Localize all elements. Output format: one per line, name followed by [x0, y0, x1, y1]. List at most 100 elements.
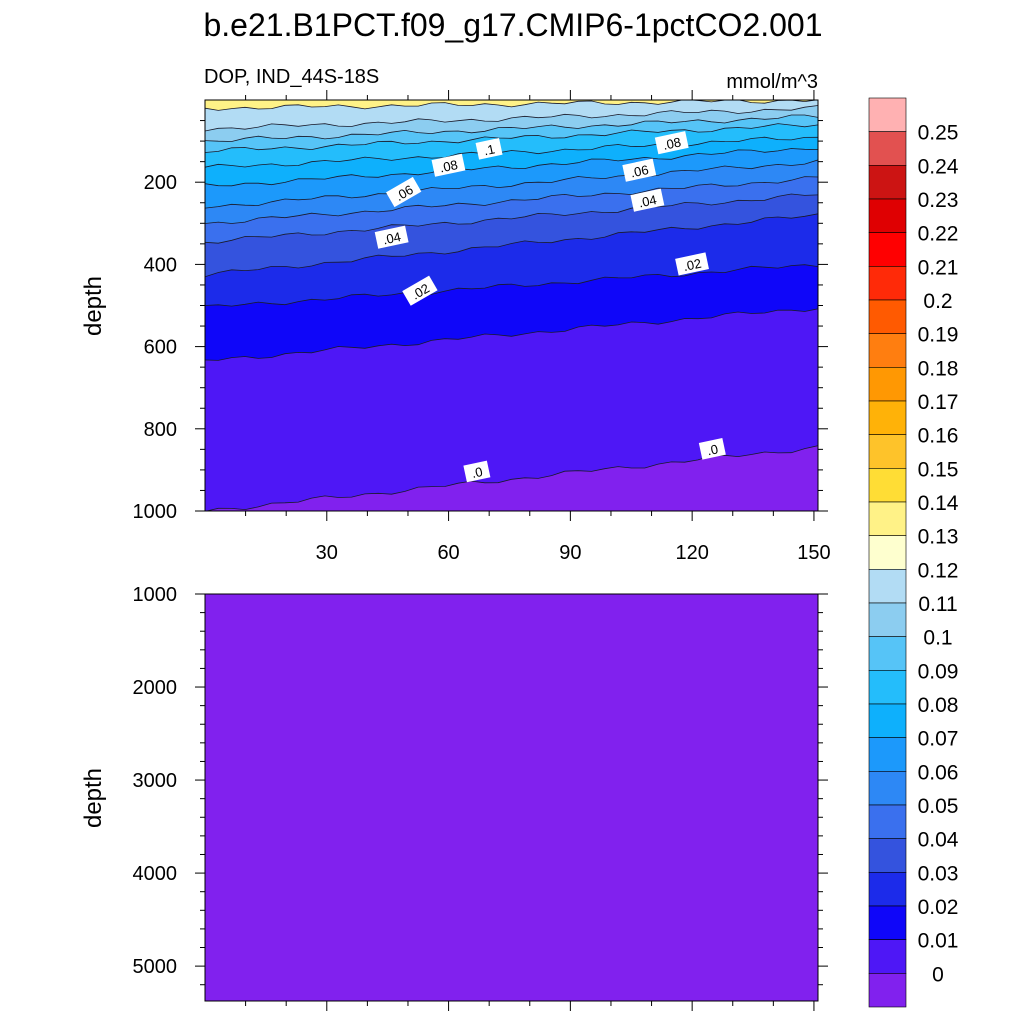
colorbar-swatch [868, 535, 907, 570]
colorbar-swatch [868, 804, 907, 839]
contour-label-text: .04 [637, 192, 658, 210]
colorbar-label: 0.05 [918, 795, 959, 818]
contour-line-0.03 [205, 213, 818, 278]
contour-label-box [630, 188, 665, 212]
y-tick-label: 2000 [133, 677, 178, 699]
colorbar-label: 0.15 [918, 458, 959, 481]
lower-x-axis [245, 1001, 815, 1011]
upper-contour-labels: .1.08.08.06.06.04.04.02.02.0.0 [374, 131, 726, 483]
lower-y-axis-title: depth [80, 768, 107, 828]
colorbar-swatch [868, 905, 907, 940]
colorbar-swatch [868, 569, 907, 604]
y-tick-label: 800 [144, 419, 177, 441]
y-tick-label: 3000 [133, 770, 178, 792]
colorbar-swatch [868, 400, 907, 435]
contour-label-box [675, 252, 709, 276]
y-tick-label: 600 [144, 337, 177, 359]
contour-label: .08 [431, 153, 466, 177]
colorbar-label: 0.17 [918, 391, 959, 414]
contour-label-text: .0 [706, 441, 720, 458]
colorbar-label: 0.09 [918, 660, 959, 683]
contour-line-0.02 [205, 264, 818, 307]
contour-label-box [374, 225, 409, 249]
lower-y-axis: 1000 2000 3000 4000 5000 [133, 584, 828, 986]
colorbar-label: 0.06 [918, 761, 959, 784]
colorbar-swatch [868, 131, 907, 166]
x-tick-label: 90 [559, 542, 581, 564]
contour-label-box [463, 460, 491, 483]
colorbar-swatch [868, 771, 907, 806]
contour-label-box [402, 275, 438, 306]
y-tick-label: 1000 [133, 501, 178, 523]
y-tick-label: 200 [144, 172, 177, 194]
upper-contour-lines [205, 100, 818, 511]
contour-label-text: .08 [438, 157, 459, 175]
x-tick-label: 120 [675, 542, 708, 564]
colorbar-label: 0.22 [918, 223, 959, 246]
colorbar-swatch [868, 367, 907, 402]
contour-line-0.07 [205, 148, 818, 187]
colorbar-label: 0.2 [923, 290, 952, 313]
contour-label-text: .0 [470, 464, 484, 481]
contour-label: .08 [654, 131, 689, 155]
colorbar-label: 0.21 [918, 256, 959, 279]
colorbar-swatch [868, 165, 907, 200]
units-label: mmol/m^3 [726, 71, 818, 93]
contour-label-box [431, 153, 466, 177]
colorbar-swatch [868, 872, 907, 907]
contour-band-0.01 [205, 308, 818, 511]
y-tick-label: 1000 [133, 584, 178, 606]
contour-label-text: .06 [629, 162, 650, 180]
colorbar-label: 0.19 [918, 324, 959, 347]
contour-label-box [622, 158, 657, 182]
colorbar-label: 0.04 [918, 829, 959, 852]
colorbar-label: 0 [932, 963, 944, 986]
colorbar-label: 0.03 [918, 862, 959, 885]
contour-line-0.06 [205, 159, 818, 209]
contour-label-text: .08 [662, 134, 683, 152]
colorbar-swatch [868, 973, 907, 1008]
contour-line-0.01 [205, 308, 818, 361]
contour-label-text: .04 [381, 229, 402, 247]
colorbar-label: 0.18 [918, 357, 959, 380]
contour-line-0.1 [205, 114, 818, 142]
contour-line-0.05 [205, 176, 818, 224]
contour-label-box [385, 176, 422, 208]
colorbar-label: 0.07 [918, 728, 959, 751]
colorbar-swatch [868, 838, 907, 873]
x-tick-label: 30 [316, 542, 338, 564]
colorbar-label: 0.24 [918, 155, 959, 178]
colorbar-label: 0.23 [918, 189, 959, 212]
colorbar-swatch [868, 602, 907, 637]
contour-label: .06 [622, 158, 657, 182]
y-tick-label: 4000 [133, 863, 178, 885]
colorbar-swatch [868, 266, 907, 301]
contour-label-text: .1 [482, 141, 496, 158]
colorbar-label: 0.12 [918, 559, 959, 582]
contour-line-0.04 [205, 193, 818, 244]
contour-label-text: .02 [682, 256, 703, 274]
y-tick-label: 5000 [133, 956, 178, 978]
contour-label-box [654, 131, 689, 155]
colorbar-label: 0.11 [918, 593, 957, 616]
contour-label: .04 [374, 225, 409, 249]
contour-line-0.08 [205, 136, 818, 168]
variable-label: DOP, IND_44S-18S [204, 66, 379, 88]
colorbar-label: 0.02 [918, 896, 959, 919]
colorbar-label: 0.1 [923, 627, 952, 650]
contour-label: .02 [675, 252, 709, 276]
contour-label: .0 [698, 438, 726, 460]
colorbar-label: 0.13 [918, 526, 959, 549]
lower-panel: 1000 2000 3000 4000 5000 depth [80, 584, 828, 1011]
colorbar-label: 0.16 [918, 425, 959, 448]
colorbar-swatch [868, 939, 907, 974]
colorbar-swatch [868, 434, 907, 469]
colorbar-swatch [868, 737, 907, 772]
colorbar-label: 0.01 [918, 930, 959, 953]
contour-label: .1 [475, 138, 503, 160]
figure-title: b.e21.B1PCT.f09_g17.CMIP6-1pctCO2.001 [203, 7, 822, 43]
colorbar-swatch [868, 468, 907, 503]
contour-label: .0 [463, 460, 491, 483]
upper-y-axis: 200 400 600 800 1000 [133, 120, 828, 523]
